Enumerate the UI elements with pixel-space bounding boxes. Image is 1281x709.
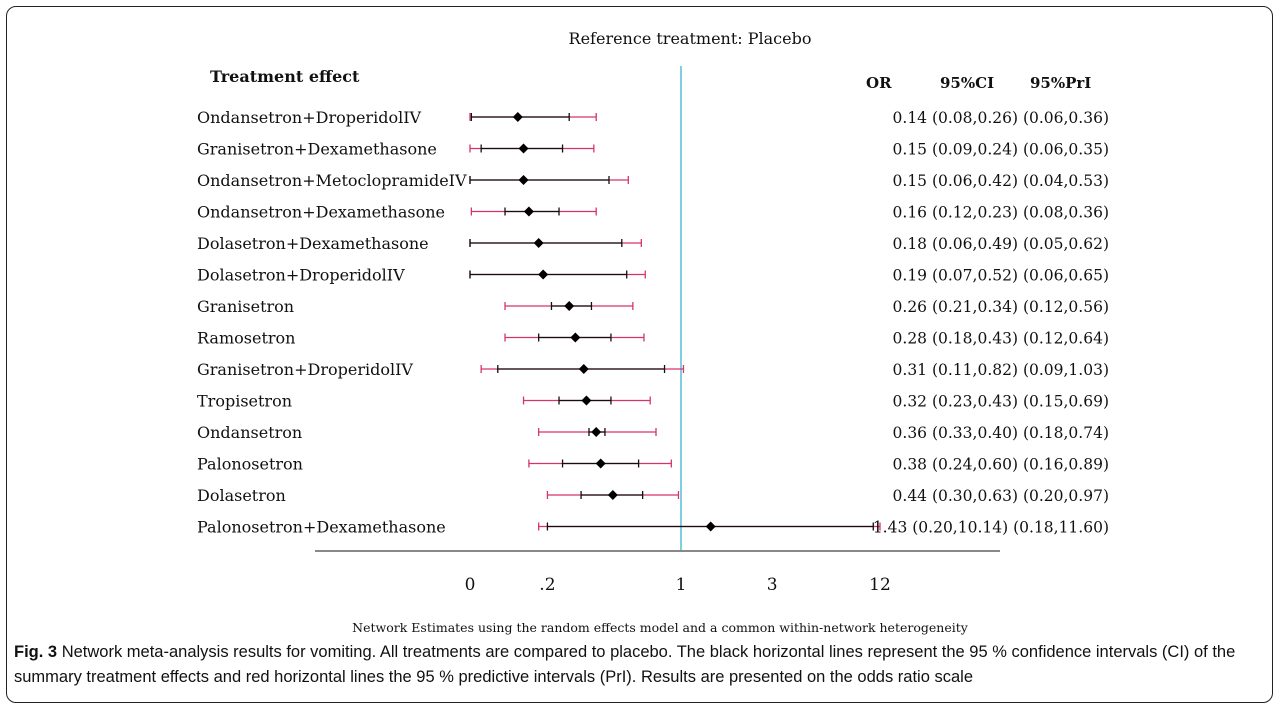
column-header: 95%PrI <box>1030 74 1091 92</box>
row-header: Treatment effect <box>210 67 360 86</box>
row-values: 0.38 (0.24,0.60) (0.16,0.89) <box>893 456 1109 474</box>
point-estimate-marker <box>512 112 523 122</box>
row-values: 0.18 (0.06,0.49) (0.05,0.62) <box>893 235 1109 253</box>
row-label: Granisetron <box>197 297 294 316</box>
point-estimate-marker <box>533 238 544 248</box>
point-estimate-marker <box>570 332 581 343</box>
row-label: Palonosetron+Dexamethasone <box>197 518 446 537</box>
row-label: Ondansetron <box>197 423 302 442</box>
row-values: 0.36 (0.33,0.40) (0.18,0.74) <box>893 424 1109 442</box>
x-tick-label: 1 <box>676 575 687 595</box>
chart-footnote: Network Estimates using the random effec… <box>352 620 969 635</box>
x-tick-label: .2 <box>539 575 555 595</box>
row-label: Dolasetron+Dexamethasone <box>197 234 429 253</box>
x-tick-label: 12 <box>869 575 891 595</box>
caption-text: Network meta-analysis results for vomiti… <box>14 643 1236 686</box>
row-values: 0.44 (0.30,0.63) (0.20,0.97) <box>893 487 1109 505</box>
row-values: 0.28 (0.18,0.43) (0.12,0.64) <box>893 330 1109 348</box>
row-values: 0.32 (0.23,0.43) (0.15,0.69) <box>893 393 1109 411</box>
point-estimate-marker <box>523 206 534 217</box>
x-tick-label: 3 <box>767 575 778 595</box>
column-header: OR <box>866 74 892 92</box>
row-label: Palonosetron <box>197 455 303 474</box>
forest-plot: Reference treatment: Placebo Treatment ef… <box>197 29 1109 635</box>
row-label: Ondansetron+DroperidolIV <box>197 108 422 127</box>
point-estimate-marker <box>518 143 529 154</box>
row-values: 0.14 (0.08,0.26) (0.06,0.36) <box>893 109 1109 127</box>
point-estimate-marker <box>564 301 575 311</box>
point-estimate-marker <box>518 175 529 185</box>
row-label: Dolasetron+DroperidolIV <box>197 266 405 285</box>
row-label: Tropisetron <box>197 392 292 411</box>
caption-label: Fig. 3 <box>14 643 58 661</box>
row-label: Ramosetron <box>197 329 295 348</box>
row-values: 0.26 (0.21,0.34) (0.12,0.56) <box>893 298 1109 316</box>
row-label: Ondansetron+Dexamethasone <box>197 203 445 222</box>
point-estimate-marker <box>578 364 589 374</box>
point-estimate-marker <box>538 269 549 280</box>
point-estimate-marker <box>595 458 606 469</box>
point-estimate-marker <box>705 521 716 532</box>
row-label: Granisetron+Dexamethasone <box>197 140 437 159</box>
row-label: Granisetron+DroperidolIV <box>197 360 413 379</box>
row-values: 0.31 (0.11,0.82) (0.09,1.03) <box>893 361 1109 379</box>
row-values: 0.15 (0.06,0.42) (0.04,0.53) <box>893 172 1109 190</box>
row-values: 0.19 (0.07,0.52) (0.06,0.65) <box>893 267 1109 285</box>
row-values: 0.16 (0.12,0.23) (0.08,0.36) <box>893 204 1109 222</box>
point-estimate-marker <box>607 490 618 500</box>
column-header: 95%CI <box>940 74 994 92</box>
row-label: Dolasetron <box>197 486 286 505</box>
point-estimate-marker <box>591 427 602 437</box>
row-label: Ondansetron+MetoclopramideIV <box>197 171 467 190</box>
x-tick-label: 0 <box>465 575 476 595</box>
row-values: 0.15 (0.09,0.24) (0.06,0.35) <box>893 141 1109 159</box>
point-estimate-marker <box>581 395 592 406</box>
chart-title: Reference treatment: Placebo <box>569 29 812 48</box>
figure-caption: Fig. 3 Network meta-analysis results for… <box>14 640 1264 690</box>
figure-frame <box>6 6 1273 703</box>
row-values: 1.43 (0.20,10.14) (0.18,11.60) <box>873 519 1109 537</box>
